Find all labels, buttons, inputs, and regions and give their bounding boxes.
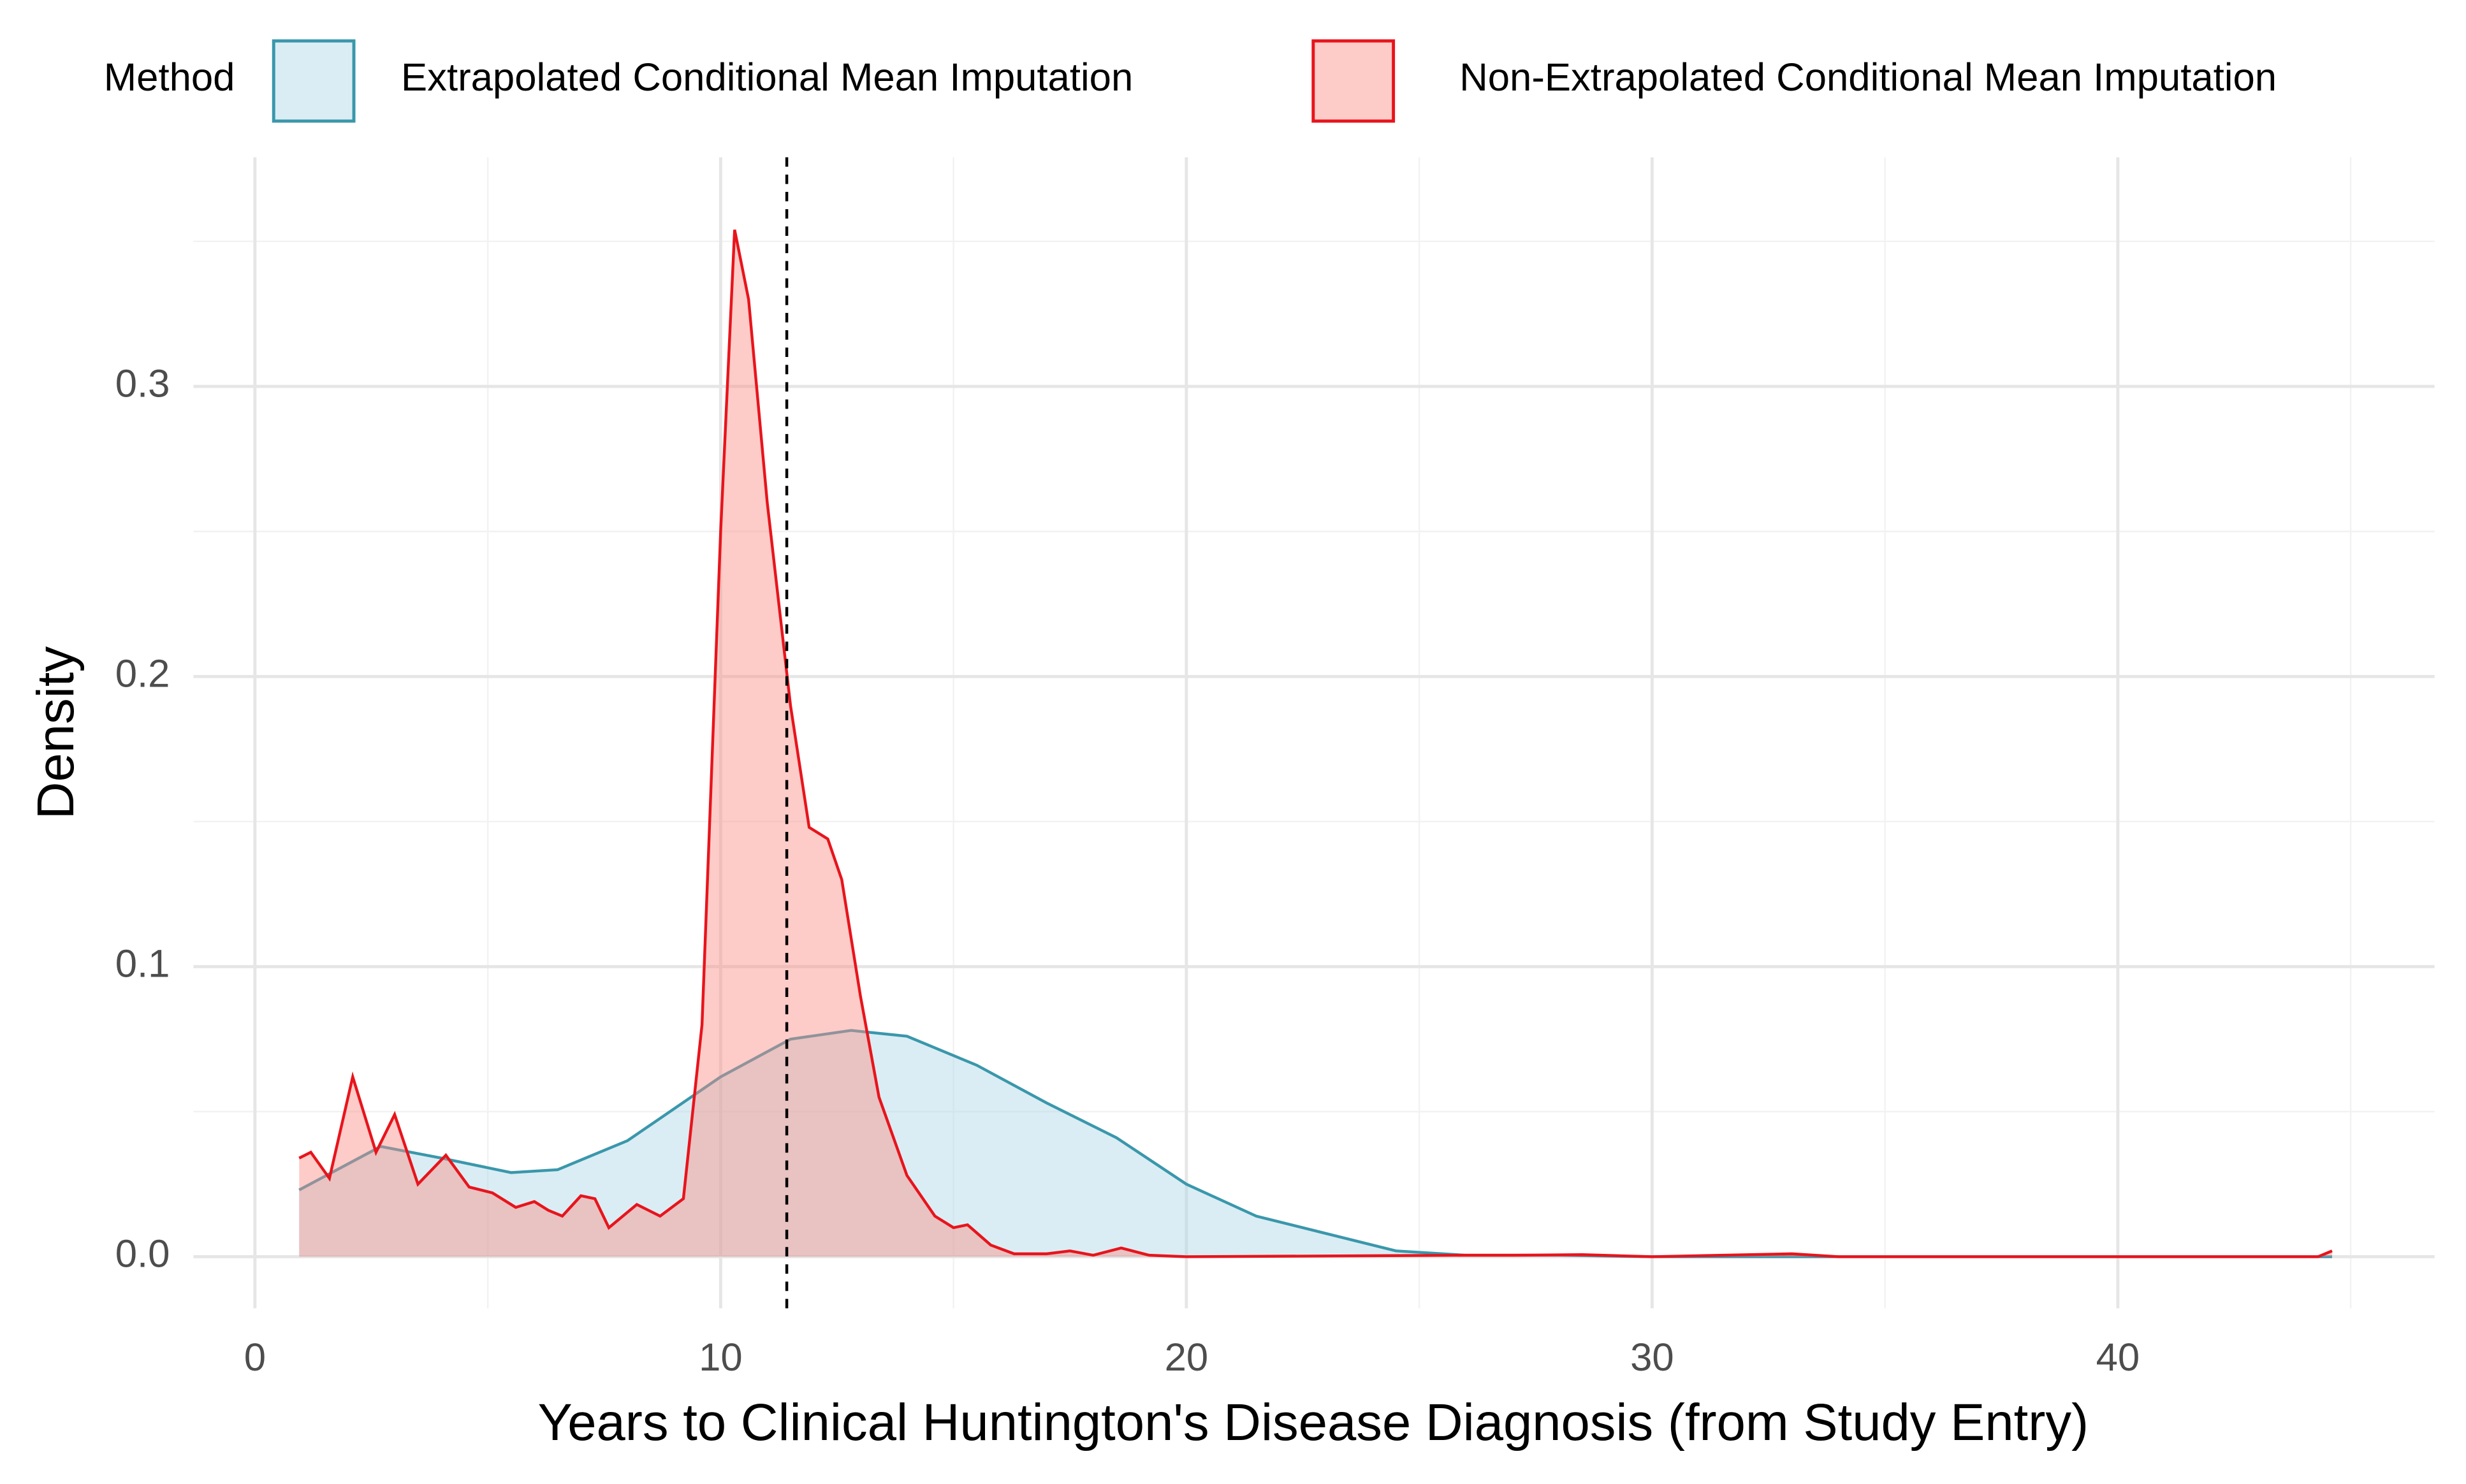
density-line xyxy=(298,1029,2332,1258)
y-tick-label: 0.3 xyxy=(115,362,170,406)
density-line xyxy=(298,229,2333,1258)
axes: 0 10 20 30 40 0.0 0.1 0.2 0.3 xyxy=(115,362,2140,1380)
x-tick-label: 20 xyxy=(1165,1335,1209,1379)
grid xyxy=(193,157,2435,1309)
plot-marks xyxy=(298,157,2333,1309)
x-tick-label: 40 xyxy=(2096,1335,2140,1379)
legend-label: Non-Extrapolated Conditional Mean Imputa… xyxy=(1459,55,2277,99)
x-tick-label: 10 xyxy=(699,1335,743,1379)
legend-key xyxy=(1311,39,1396,123)
y-tick-label: 0.2 xyxy=(115,652,170,696)
legend-key xyxy=(272,39,356,123)
y-axis-label: Density xyxy=(27,646,85,820)
legend-title: Method xyxy=(104,55,235,99)
y-tick-label: 0.0 xyxy=(115,1232,170,1276)
x-axis-label: Years to Clinical Huntington's Disease D… xyxy=(537,1393,2089,1451)
y-tick-label: 0.1 xyxy=(115,942,170,986)
density-area xyxy=(299,1030,2332,1257)
density-area xyxy=(299,229,2332,1257)
x-tick-label: 30 xyxy=(1630,1335,1674,1379)
legend-label: Extrapolated Conditional Mean Imputation xyxy=(401,55,1133,99)
legend: Method Extrapolated Conditional Mean Imp… xyxy=(104,39,2277,123)
x-tick-label: 0 xyxy=(244,1335,266,1379)
